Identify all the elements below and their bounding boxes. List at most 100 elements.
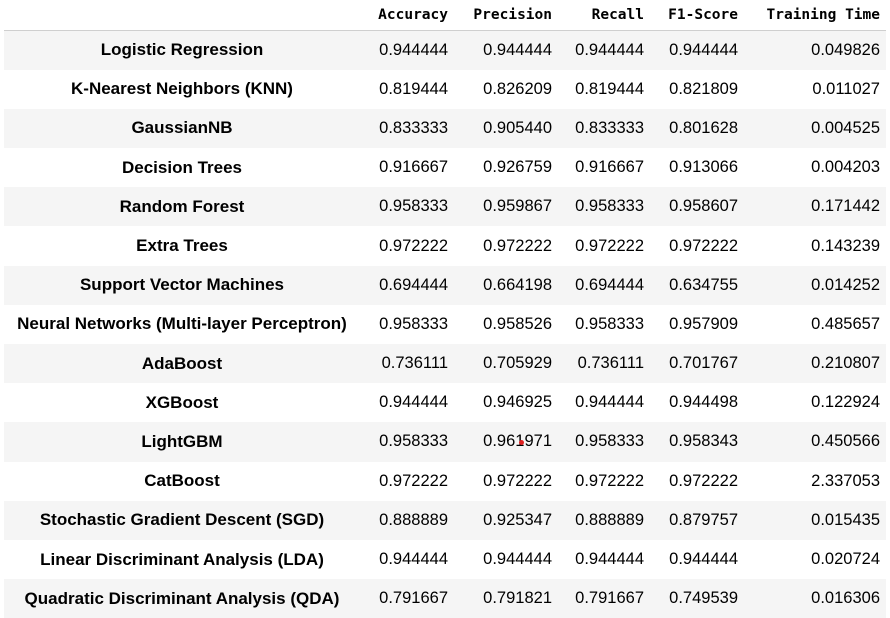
cell-f1-score: 0.944444 [650, 31, 744, 70]
cell-precision: 0.958526 [454, 305, 558, 344]
cell-recall: 0.944444 [558, 31, 650, 70]
cell-training-time: 0.210807 [744, 344, 886, 383]
cell-precision: 0.959867 [454, 187, 558, 226]
row-model-name: Support Vector Machines [4, 266, 360, 305]
header-accuracy: Accuracy [360, 0, 454, 31]
cell-f1-score: 0.944444 [650, 540, 744, 579]
cell-accuracy: 0.736111 [360, 344, 454, 383]
cell-recall: 0.888889 [558, 501, 650, 540]
cell-accuracy: 0.958333 [360, 305, 454, 344]
header-precision: Precision [454, 0, 558, 31]
cell-accuracy: 0.916667 [360, 148, 454, 187]
cell-precision: 0.961971 [454, 422, 558, 461]
cell-training-time: 2.337053 [744, 462, 886, 501]
cell-training-time: 0.143239 [744, 226, 886, 265]
cell-f1-score: 0.972222 [650, 462, 744, 501]
cell-f1-score: 0.972222 [650, 226, 744, 265]
cell-training-time: 0.485657 [744, 305, 886, 344]
row-model-name: AdaBoost [4, 344, 360, 383]
cell-accuracy: 0.944444 [360, 383, 454, 422]
cell-f1-score: 0.944498 [650, 383, 744, 422]
cell-training-time: 0.014252 [744, 266, 886, 305]
row-model-name: Extra Trees [4, 226, 360, 265]
cell-recall: 0.972222 [558, 226, 650, 265]
cell-accuracy: 0.958333 [360, 187, 454, 226]
cell-accuracy: 0.972222 [360, 462, 454, 501]
cell-precision: 0.905440 [454, 109, 558, 148]
cell-training-time: 0.122924 [744, 383, 886, 422]
table-header: Accuracy Precision Recall F1-Score Train… [4, 0, 886, 31]
cell-precision: 0.926759 [454, 148, 558, 187]
row-model-name: Quadratic Discriminant Analysis (QDA) [4, 579, 360, 618]
row-model-name: Logistic Regression [4, 31, 360, 70]
cell-precision: 0.664198 [454, 266, 558, 305]
cell-f1-score: 0.634755 [650, 266, 744, 305]
cell-recall: 0.833333 [558, 109, 650, 148]
row-model-name: Stochastic Gradient Descent (SGD) [4, 501, 360, 540]
cell-training-time: 0.016306 [744, 579, 886, 618]
cell-accuracy: 0.819444 [360, 70, 454, 109]
cell-accuracy: 0.888889 [360, 501, 454, 540]
header-training-time: Training Time [744, 0, 886, 31]
cell-recall: 0.791667 [558, 579, 650, 618]
cell-training-time: 0.049826 [744, 31, 886, 70]
cell-accuracy: 0.958333 [360, 422, 454, 461]
cell-precision: 0.972222 [454, 462, 558, 501]
cell-accuracy: 0.972222 [360, 226, 454, 265]
cell-precision: 0.925347 [454, 501, 558, 540]
row-model-name: CatBoost [4, 462, 360, 501]
row-model-name: XGBoost [4, 383, 360, 422]
row-model-name: GaussianNB [4, 109, 360, 148]
cell-f1-score: 0.913066 [650, 148, 744, 187]
header-recall: Recall [558, 0, 650, 31]
model-comparison-table: Accuracy Precision Recall F1-Score Train… [4, 0, 886, 618]
cell-f1-score: 0.701767 [650, 344, 744, 383]
cell-f1-score: 0.821809 [650, 70, 744, 109]
cell-training-time: 0.015435 [744, 501, 886, 540]
cell-accuracy: 0.833333 [360, 109, 454, 148]
row-model-name: K-Nearest Neighbors (KNN) [4, 70, 360, 109]
cell-accuracy: 0.944444 [360, 31, 454, 70]
row-model-name: Decision Trees [4, 148, 360, 187]
row-model-name: LightGBM [4, 422, 360, 461]
cell-f1-score: 0.958343 [650, 422, 744, 461]
cell-precision: 0.944444 [454, 540, 558, 579]
cell-accuracy: 0.944444 [360, 540, 454, 579]
mouse-pointer-dot [519, 440, 524, 445]
table-row: Quadratic Discriminant Analysis (QDA)0.7… [4, 579, 886, 618]
cell-precision: 0.826209 [454, 70, 558, 109]
header-f1-score: F1-Score [650, 0, 744, 31]
cell-precision: 0.946925 [454, 383, 558, 422]
row-model-name: Random Forest [4, 187, 360, 226]
cell-f1-score: 0.801628 [650, 109, 744, 148]
cell-recall: 0.819444 [558, 70, 650, 109]
cell-training-time: 0.171442 [744, 187, 886, 226]
cell-recall: 0.972222 [558, 462, 650, 501]
cell-training-time: 0.004203 [744, 148, 886, 187]
table-row: Stochastic Gradient Descent (SGD)0.88888… [4, 501, 886, 540]
cell-precision: 0.791821 [454, 579, 558, 618]
cell-recall: 0.958333 [558, 187, 650, 226]
cell-recall: 0.958333 [558, 305, 650, 344]
row-model-name: Linear Discriminant Analysis (LDA) [4, 540, 360, 579]
table-row: Linear Discriminant Analysis (LDA)0.9444… [4, 540, 886, 579]
cell-precision: 0.705929 [454, 344, 558, 383]
cell-recall: 0.958333 [558, 422, 650, 461]
cell-accuracy: 0.694444 [360, 266, 454, 305]
cell-training-time: 0.004525 [744, 109, 886, 148]
header-row: Accuracy Precision Recall F1-Score Train… [4, 0, 886, 31]
cell-accuracy: 0.791667 [360, 579, 454, 618]
cell-f1-score: 0.879757 [650, 501, 744, 540]
cell-training-time: 0.011027 [744, 70, 886, 109]
